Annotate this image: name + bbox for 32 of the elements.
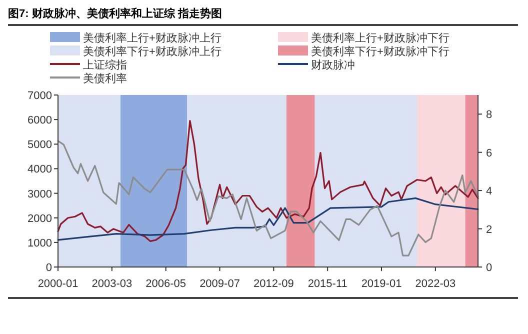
y-tick-label: 4000 [28,164,52,176]
chart-title: 图7: 财政脉冲、美债利率和上证综 指走势图 [8,7,222,20]
x-tick-label: 2003-03 [92,278,132,290]
y-tick-label: 5000 [28,139,52,152]
y2-tick-label: 2 [486,224,492,236]
x-tick-label: 2019-01 [361,278,402,290]
y-tick-label: 7000 [28,90,52,102]
legend-label: 财政脉冲 [311,58,355,72]
legend-label: 美债利率下行+财政脉冲上行 [83,45,222,58]
x-tick-label: 2012-09 [253,278,294,290]
line-series [57,140,479,256]
x-tick-label: 2006-05 [146,278,186,290]
line-series [57,197,479,241]
y-tick-label: 0 [46,262,52,274]
legend-label: 美债利率上行+财政脉冲下行 [311,32,450,44]
y2-tick-label: 4 [486,186,492,198]
x-tick-label: 2015-11 [308,278,348,290]
y2-tick-label: 6 [486,147,492,160]
y-tick-label: 3000 [28,188,52,200]
y2-tick-label: 0 [486,262,492,274]
line-series [57,120,479,242]
x-tick-label: 2009-07 [200,278,240,290]
y-tick-label: 2000 [28,212,52,225]
legend-label: 美债利率下行+财政脉冲下行 [311,45,450,58]
legend-label: 美债利率 [83,72,127,85]
legend-label: 美债利率上行+财政脉冲上行 [83,32,222,44]
x-tick-label: 2022-03 [415,278,456,290]
legend-label: 上证综指 [83,58,127,72]
x-tick-label: 2000-01 [38,278,78,290]
y2-tick-label: 8 [486,109,492,122]
y-tick-label: 1000 [28,237,52,250]
y-tick-label: 6000 [28,114,52,127]
